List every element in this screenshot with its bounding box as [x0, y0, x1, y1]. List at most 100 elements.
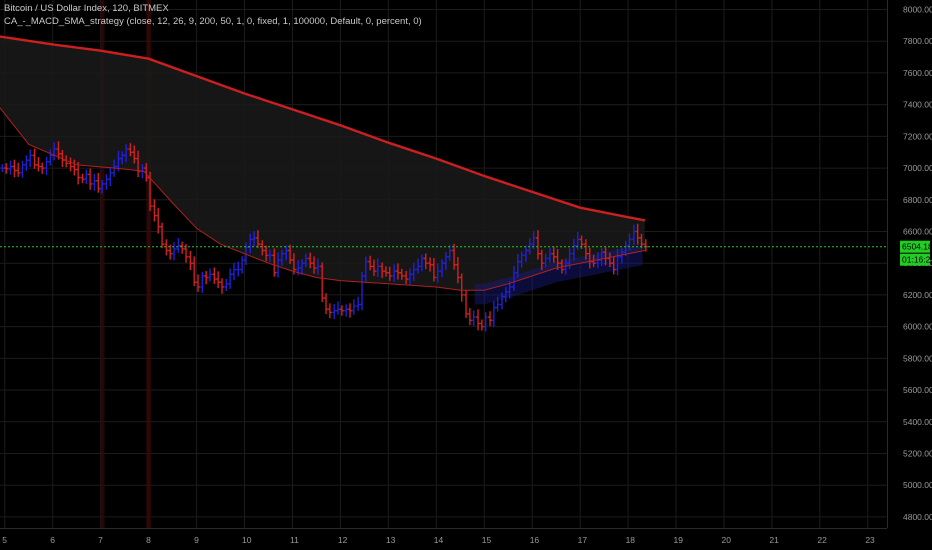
- candle-bear: [380, 262, 385, 278]
- candle-bull: [419, 254, 424, 272]
- candle-bear: [68, 157, 73, 172]
- candle-bear: [555, 249, 560, 271]
- candle-bull: [20, 160, 25, 178]
- y-tick-label: 6800.00: [903, 195, 932, 205]
- candle-bull: [336, 301, 341, 315]
- x-tick-label: 7: [98, 535, 103, 545]
- candle-bear: [431, 257, 436, 282]
- candle-bull: [471, 310, 476, 327]
- candle-bull: [228, 268, 233, 289]
- candle-bear: [383, 266, 388, 277]
- y-tick-label: 5800.00: [903, 353, 932, 363]
- x-tick-label: 13: [386, 535, 396, 545]
- candle-bull: [267, 249, 272, 263]
- sma200-line: [0, 35, 646, 222]
- candle-bear: [643, 239, 648, 252]
- candle-bull: [356, 296, 361, 311]
- candle-bull: [363, 256, 368, 283]
- candle-bear: [272, 248, 277, 277]
- candle-bull: [392, 264, 397, 282]
- candle-bear: [152, 199, 157, 222]
- candle-bull: [240, 256, 245, 274]
- candle-bear: [164, 239, 169, 256]
- candle-bear: [144, 163, 149, 182]
- candle-bull: [300, 259, 305, 275]
- x-tick-label: 16: [530, 535, 540, 545]
- y-tick-label: 8000.00: [903, 5, 932, 15]
- candle-bear: [551, 246, 556, 263]
- candle-bear: [288, 244, 293, 264]
- candle-bear: [476, 309, 481, 331]
- time-axis[interactable]: 5 6 7 8 9 10 11 12 13 14 15 16 17 18 19 20 21 22 23: [0, 528, 887, 546]
- candle-bear: [88, 168, 93, 190]
- candle-bull: [407, 268, 412, 285]
- candle-bull: [176, 237, 181, 253]
- candle-bull: [344, 304, 349, 317]
- candle-bear: [428, 257, 433, 272]
- y-tick-label: 4800.00: [903, 512, 932, 522]
- countdown-tag: 01:16:23: [900, 253, 932, 266]
- candle-bear: [535, 230, 540, 260]
- candle-bull: [224, 278, 229, 291]
- candle-bear: [255, 230, 260, 249]
- candle-bear: [404, 270, 409, 284]
- x-tick-label: 22: [817, 535, 827, 545]
- candle-bull: [92, 173, 97, 191]
- y-tick-label: 7000.00: [903, 163, 932, 173]
- candle-bear: [184, 244, 189, 263]
- candle-bear: [204, 270, 209, 285]
- candle-bear: [180, 241, 185, 254]
- x-tick-label: 23: [865, 535, 875, 545]
- candle-bull: [104, 174, 109, 190]
- candle-bull: [503, 286, 508, 303]
- symbol-title[interactable]: Bitcoin / US Dollar Index, 120, BITMEX: [4, 3, 169, 14]
- candle-bear: [399, 268, 404, 280]
- candle-bull: [631, 224, 636, 246]
- candle-bull: [124, 144, 129, 163]
- candle-bear: [212, 267, 217, 284]
- candle-bull: [8, 160, 13, 175]
- y-tick-label: 7200.00: [903, 131, 932, 141]
- candle-bull: [435, 263, 440, 283]
- candle-bull: [108, 166, 113, 186]
- candle-bull: [507, 281, 512, 299]
- candle-bear: [216, 271, 221, 289]
- candle-bear: [128, 143, 133, 157]
- y-tick-label: 6600.00: [903, 226, 932, 236]
- candle-bull: [231, 262, 236, 281]
- candle-bear: [348, 303, 353, 318]
- candle-bull: [0, 164, 5, 173]
- candle-bear: [36, 157, 41, 172]
- y-tick-label: 6200.00: [903, 290, 932, 300]
- candle-bear: [80, 173, 85, 184]
- candle-bear: [291, 253, 296, 275]
- x-tick-label: 5: [2, 535, 7, 545]
- candle-bull: [519, 251, 524, 268]
- session-highlight-bands: [100, 0, 152, 528]
- candle-bull: [248, 233, 253, 254]
- candle-bear: [96, 172, 101, 193]
- x-tick-label: 9: [194, 535, 199, 545]
- strategy-legend[interactable]: CA_-_MACD_SMA_strategy (close, 12, 26, 9…: [4, 16, 422, 27]
- candle-bear: [156, 207, 161, 234]
- candle-bull: [48, 149, 53, 166]
- candle-bear: [40, 162, 45, 174]
- candle-bull: [120, 151, 125, 165]
- candle-bear: [539, 249, 544, 271]
- price-axis[interactable]: 4800.00 5000.00 5200.00 5400.00 5600.00 5800.…: [887, 0, 932, 528]
- candle-bear: [32, 148, 37, 169]
- last-price-tag: 6504.18: [900, 240, 932, 253]
- y-tick-label: 7600.00: [903, 68, 932, 78]
- candle-bull: [284, 245, 289, 261]
- y-tick-label: 5200.00: [903, 448, 932, 458]
- candle-bear: [260, 240, 265, 256]
- candle-bull: [315, 258, 320, 275]
- candle-bull: [411, 262, 416, 282]
- candle-bull: [491, 300, 496, 328]
- candle-bear: [132, 145, 137, 164]
- candle-bear: [324, 293, 329, 315]
- session-band: [146, 0, 152, 528]
- candle-bull: [279, 249, 284, 266]
- x-tick-label: 21: [769, 535, 779, 545]
